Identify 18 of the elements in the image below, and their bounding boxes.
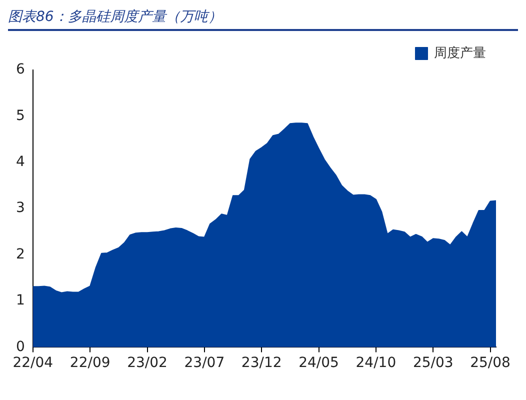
x-tick-label: 25/03 (412, 355, 454, 372)
legend-label: 周度产量 (434, 44, 486, 61)
y-tick-label: 4 (16, 154, 25, 170)
y-tick-label: 0 (16, 338, 25, 355)
y-tick-label: 6 (16, 62, 25, 78)
chart-title: 图表86：多晶硅周度产量（万吨） (8, 8, 518, 31)
x-tick-label: 24/05 (298, 355, 339, 372)
y-tick-label: 2 (16, 246, 25, 262)
x-tick-label: 23/02 (127, 355, 168, 372)
y-tick-label: 1 (16, 292, 25, 309)
x-tick-label: 24/10 (356, 355, 396, 372)
x-tick-label: 22/04 (12, 355, 54, 372)
x-tick-label: 22/09 (70, 355, 110, 372)
x-tick-label: 23/07 (184, 355, 225, 372)
y-tick-label: 3 (16, 200, 25, 216)
x-tick-label: 23/12 (241, 355, 282, 372)
x-tick-label: 25/08 (470, 355, 510, 372)
y-tick-label: 5 (16, 108, 25, 124)
